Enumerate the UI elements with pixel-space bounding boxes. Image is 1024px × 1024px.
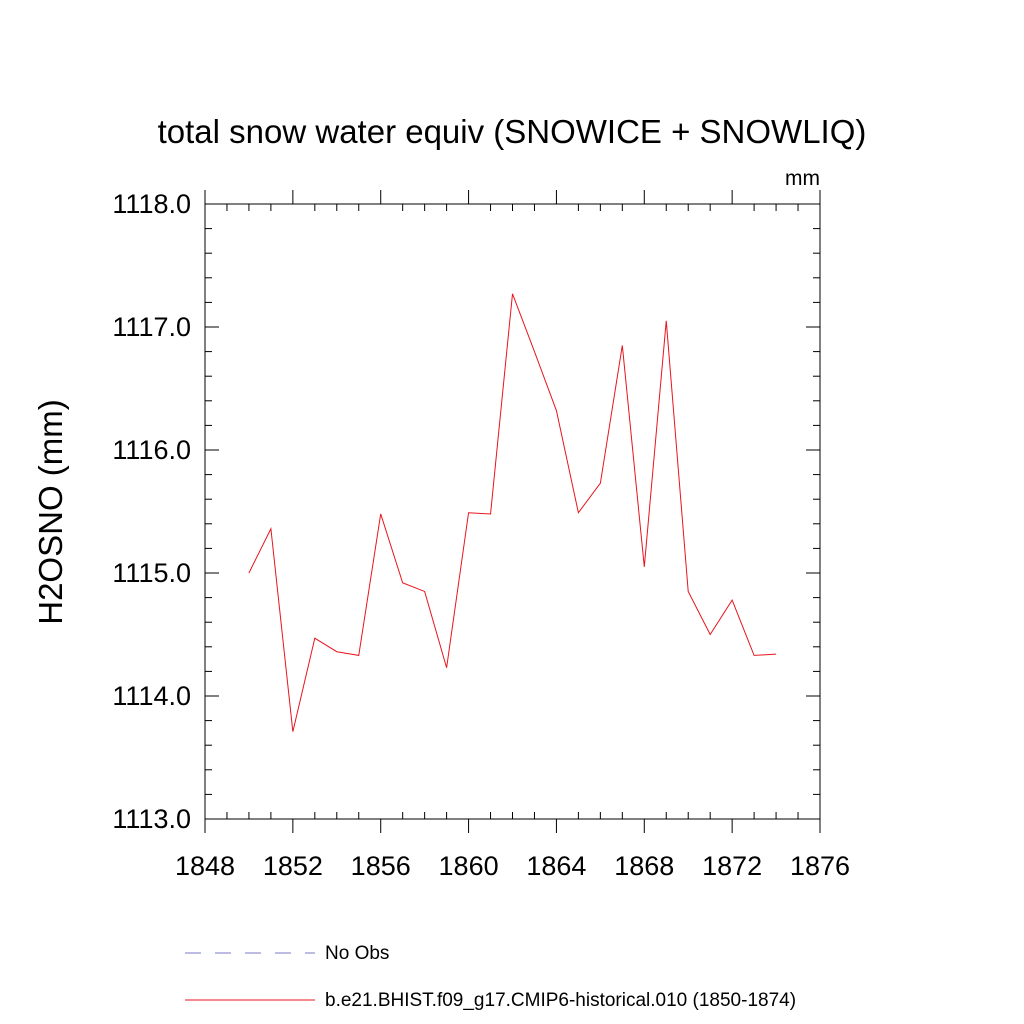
y-tick-label: 1117.0	[112, 312, 191, 342]
chart-title: total snow water equiv (SNOWICE + SNOWLI…	[158, 113, 867, 150]
series-line-0	[248, 293, 777, 732]
y-axis-label: H2OSNO (mm)	[32, 399, 69, 625]
x-axis-ticks: 1848 1852 1856 1860 1864 1868 1872 1876	[175, 190, 850, 881]
legend-label-no-obs: No Obs	[325, 943, 389, 964]
y-tick-label: 1116.0	[112, 435, 191, 465]
y-axis-ticks: 1113.0 1114.0 1115.0 1116.0 1117.0 1118.0	[112, 189, 820, 834]
x-tick-label: 1856	[351, 851, 411, 881]
y-tick-label: 1114.0	[112, 681, 191, 711]
legend-label-model: b.e21.BHIST.f09_g17.CMIP6-historical.010…	[325, 990, 796, 1011]
x-tick-label: 1876	[790, 851, 850, 881]
x-tick-label: 1868	[614, 851, 674, 881]
y-tick-label: 1118.0	[112, 189, 191, 219]
units-label: mm	[785, 167, 820, 190]
x-tick-label: 1860	[439, 851, 499, 881]
x-tick-label: 1864	[526, 851, 586, 881]
y-tick-label: 1113.0	[112, 804, 191, 834]
legend: No Obs b.e21.BHIST.f09_g17.CMIP6-histori…	[185, 943, 796, 1011]
x-tick-label: 1852	[263, 851, 323, 881]
x-tick-label: 1848	[175, 851, 235, 881]
y-tick-label: 1115.0	[112, 558, 191, 588]
x-tick-label: 1872	[702, 851, 762, 881]
series-layer	[248, 293, 777, 732]
